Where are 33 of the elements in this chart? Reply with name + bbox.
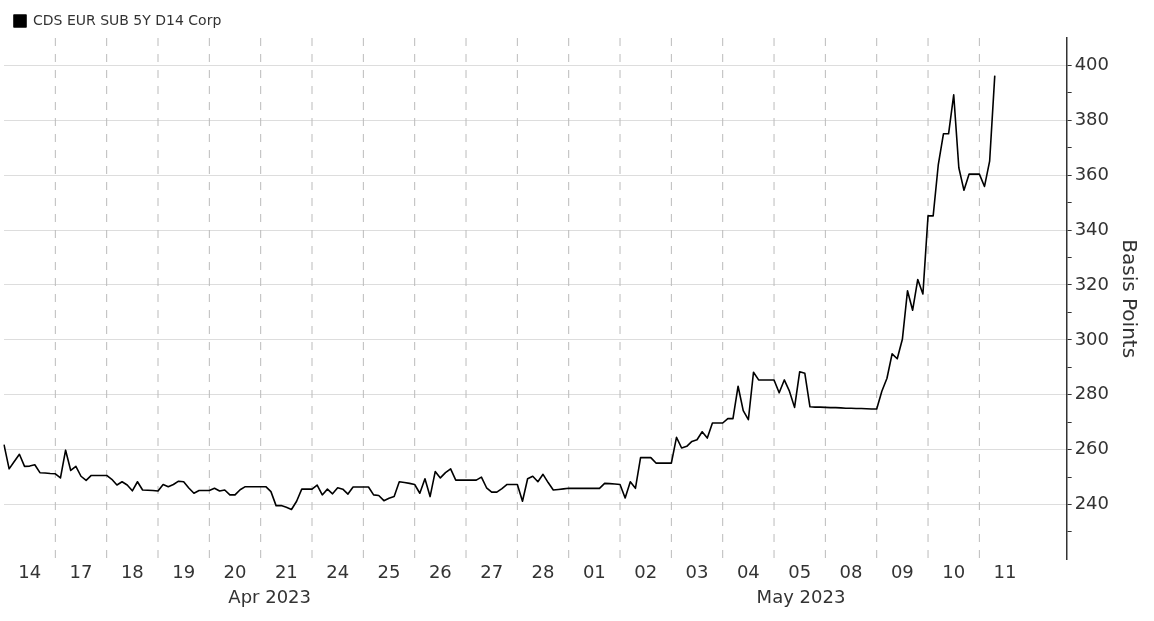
y-tick-label: 280 — [1074, 382, 1109, 404]
y-tick-label: 320 — [1074, 272, 1109, 294]
x-tick-label: 11 — [993, 560, 1017, 582]
y-tick-label: 340 — [1074, 217, 1109, 239]
x-tick-label: 17 — [69, 560, 93, 582]
y-tick-label: 400 — [1074, 53, 1109, 75]
x-tick-label: 10 — [942, 560, 966, 582]
x-tick-label: 14 — [18, 560, 42, 582]
x-tick-label: 05 — [788, 560, 812, 582]
x-tick-label: 21 — [274, 560, 298, 582]
y-axis-title: Basis Points — [1117, 239, 1142, 359]
x-tick-label: 04 — [736, 560, 760, 582]
x-tick-label: 01 — [582, 560, 606, 582]
x-tick-label: 25 — [377, 560, 401, 582]
text: Apr 2023 — [228, 585, 311, 607]
legend-label: CDS EUR SUB 5Y D14 Corp — [33, 11, 222, 28]
x-tick-label: 24 — [326, 560, 350, 582]
y-tick-label: 300 — [1074, 327, 1109, 349]
text: May 2023 — [756, 585, 846, 607]
x-tick-label: 27 — [480, 560, 504, 582]
y-tick-label: 240 — [1074, 492, 1109, 514]
x-tick-label: 26 — [428, 560, 452, 582]
x-tick-label: 28 — [531, 560, 555, 582]
y-tick-label: 360 — [1074, 162, 1109, 184]
x-tick-label: 09 — [890, 560, 914, 582]
y-tick-label: 260 — [1074, 437, 1109, 459]
x-tick-label: 19 — [172, 560, 196, 582]
x-tick-label: 20 — [223, 560, 247, 582]
x-tick-label: 08 — [839, 560, 863, 582]
x-tick-label: 03 — [685, 560, 709, 582]
x-tick-label: 18 — [120, 560, 144, 582]
x-tick-label: 02 — [634, 560, 658, 582]
y-tick-label: 380 — [1074, 108, 1109, 129]
